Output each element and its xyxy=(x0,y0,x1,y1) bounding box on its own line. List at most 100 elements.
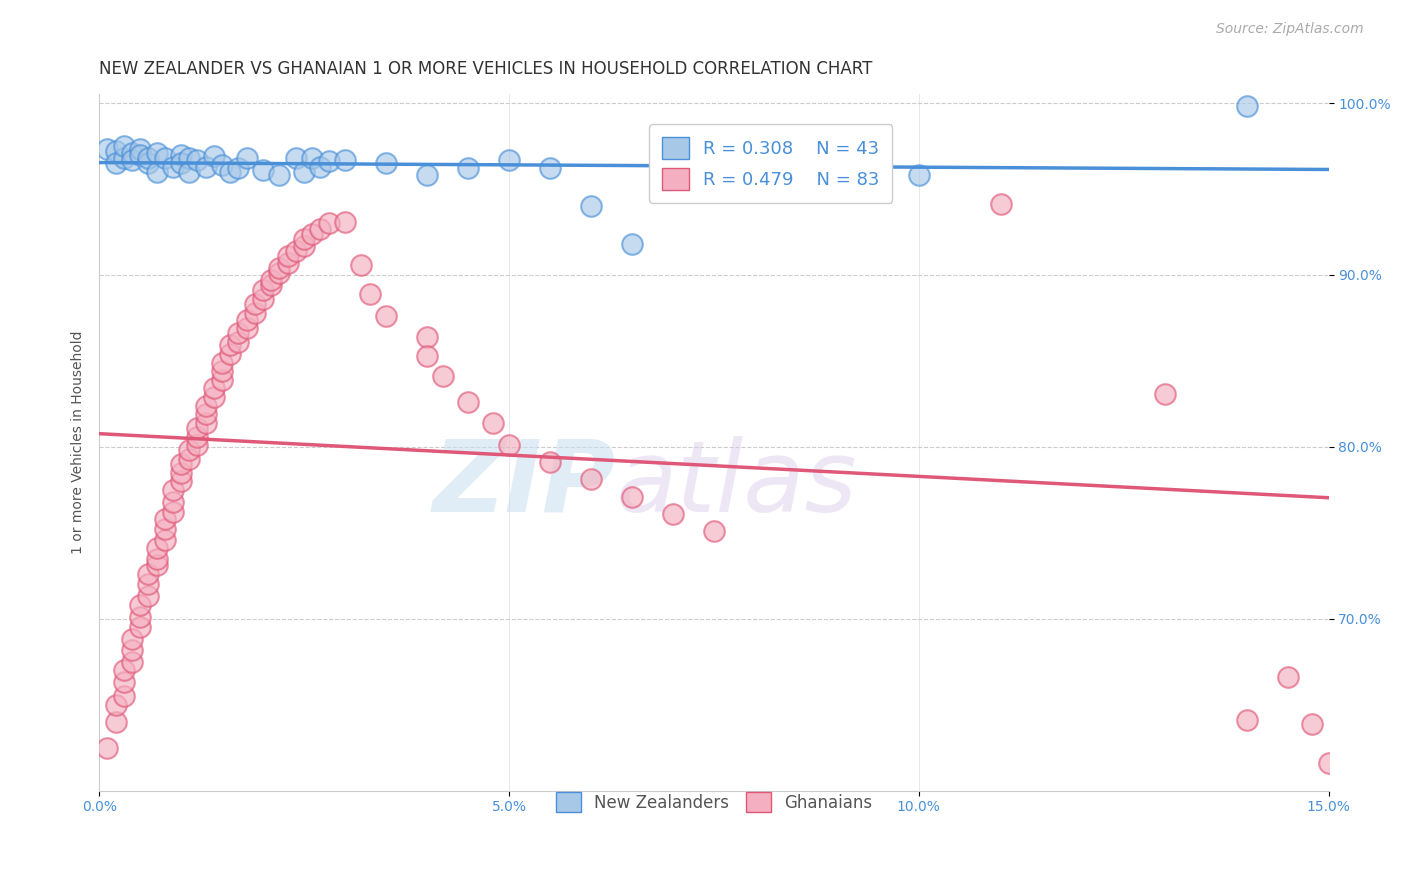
Point xyxy=(179,151,201,165)
Point xyxy=(129,147,152,161)
Point xyxy=(136,151,159,165)
Point xyxy=(129,620,152,634)
Point xyxy=(907,168,929,182)
Point xyxy=(186,421,208,435)
Point xyxy=(277,256,299,270)
Point xyxy=(162,495,184,509)
Point xyxy=(235,151,257,165)
Point xyxy=(350,258,373,272)
Point xyxy=(457,161,479,176)
Point xyxy=(112,151,135,165)
Point xyxy=(104,156,127,170)
Point xyxy=(194,160,217,174)
Point xyxy=(121,642,143,657)
Point xyxy=(136,577,159,591)
Point xyxy=(219,347,242,361)
Point xyxy=(186,429,208,443)
Point xyxy=(112,675,135,690)
Point xyxy=(179,165,201,179)
Point xyxy=(145,541,167,556)
Point xyxy=(416,168,439,182)
Point xyxy=(318,154,340,169)
Point xyxy=(538,161,561,176)
Point xyxy=(252,284,274,298)
Point xyxy=(228,326,250,341)
Point xyxy=(1153,386,1175,401)
Point xyxy=(145,165,167,179)
Point xyxy=(170,474,193,488)
Point xyxy=(129,143,152,157)
Point xyxy=(121,632,143,647)
Point xyxy=(194,399,217,413)
Point xyxy=(96,740,118,755)
Point xyxy=(170,147,193,161)
Point xyxy=(301,227,323,241)
Point xyxy=(153,512,176,526)
Point xyxy=(260,273,283,287)
Point xyxy=(153,151,176,165)
Point xyxy=(162,483,184,497)
Point xyxy=(121,655,143,669)
Point xyxy=(277,249,299,263)
Legend: New Zealanders, Ghanaians: New Zealanders, Ghanaians xyxy=(544,780,884,824)
Point xyxy=(284,244,307,258)
Point xyxy=(211,355,233,369)
Point xyxy=(990,197,1012,211)
Point xyxy=(202,149,225,163)
Y-axis label: 1 or more Vehicles in Household: 1 or more Vehicles in Household xyxy=(72,331,86,554)
Point xyxy=(318,216,340,230)
Point xyxy=(269,266,291,280)
Text: ZIP: ZIP xyxy=(433,436,616,533)
Point xyxy=(104,698,127,712)
Point xyxy=(481,416,503,430)
Text: NEW ZEALANDER VS GHANAIAN 1 OR MORE VEHICLES IN HOUSEHOLD CORRELATION CHART: NEW ZEALANDER VS GHANAIAN 1 OR MORE VEHI… xyxy=(100,60,873,78)
Point xyxy=(333,153,356,167)
Point xyxy=(252,292,274,306)
Point xyxy=(359,286,381,301)
Point xyxy=(170,457,193,471)
Point xyxy=(112,663,135,677)
Point xyxy=(202,381,225,395)
Point xyxy=(703,524,725,538)
Point xyxy=(129,598,152,612)
Point xyxy=(136,567,159,582)
Point xyxy=(1301,716,1323,731)
Point xyxy=(579,199,602,213)
Point xyxy=(416,349,439,363)
Point xyxy=(269,260,291,275)
Point xyxy=(121,153,143,167)
Point xyxy=(1277,670,1299,684)
Point xyxy=(104,144,127,158)
Point xyxy=(136,156,159,170)
Point xyxy=(179,443,201,458)
Point xyxy=(162,505,184,519)
Point xyxy=(375,156,398,170)
Point xyxy=(112,689,135,703)
Point xyxy=(219,338,242,352)
Point xyxy=(301,151,323,165)
Point xyxy=(292,165,315,179)
Point xyxy=(235,321,257,335)
Point xyxy=(104,714,127,729)
Point xyxy=(432,369,454,384)
Point xyxy=(309,221,332,235)
Point xyxy=(235,312,257,326)
Point xyxy=(153,533,176,547)
Point xyxy=(243,306,266,320)
Point xyxy=(538,455,561,469)
Point xyxy=(112,139,135,153)
Point xyxy=(284,151,307,165)
Point xyxy=(129,610,152,624)
Point xyxy=(620,490,643,504)
Point xyxy=(1236,713,1258,727)
Point xyxy=(228,161,250,176)
Text: atlas: atlas xyxy=(616,436,858,533)
Point xyxy=(186,438,208,452)
Point xyxy=(211,158,233,172)
Point xyxy=(457,395,479,409)
Point xyxy=(211,373,233,387)
Point xyxy=(170,466,193,480)
Point xyxy=(219,165,242,179)
Point xyxy=(179,451,201,466)
Point xyxy=(620,237,643,252)
